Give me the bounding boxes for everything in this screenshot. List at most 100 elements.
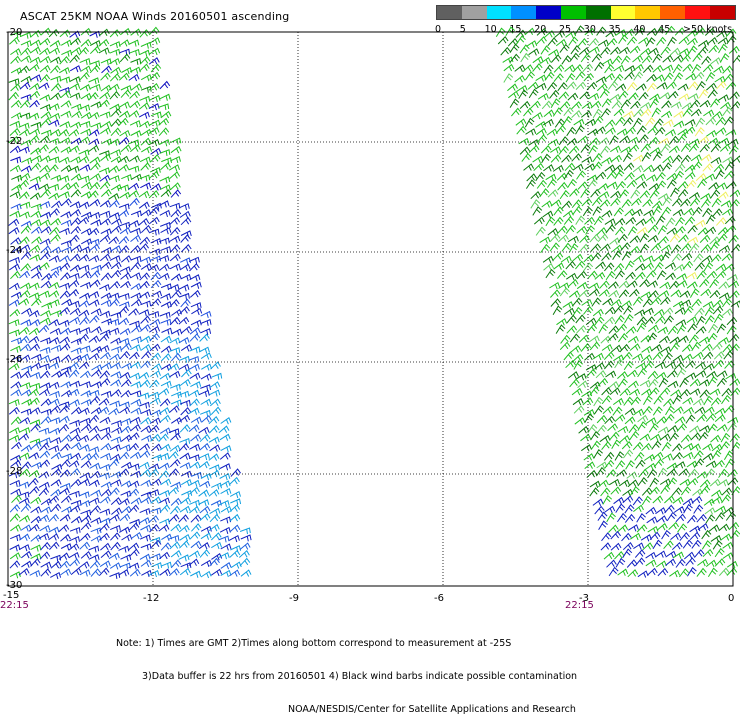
wind-barb	[689, 425, 701, 433]
wind-barb	[614, 314, 625, 325]
wind-barb	[229, 476, 240, 485]
wind-barb	[70, 452, 82, 460]
wind-barb	[70, 499, 82, 507]
wind-barb	[30, 362, 42, 370]
wind-barb	[99, 99, 110, 108]
wind-barb	[620, 99, 631, 109]
wind-barb	[610, 154, 622, 163]
wind-barb	[655, 507, 667, 515]
wind-barb	[636, 316, 648, 326]
wind-barb	[179, 438, 191, 445]
wind-barb	[615, 503, 626, 513]
wind-barb	[591, 197, 603, 207]
wind-barb	[39, 437, 51, 445]
wind-barb	[566, 137, 578, 146]
wind-barb	[657, 326, 669, 334]
wind-barb	[80, 128, 92, 136]
wind-barb	[109, 280, 121, 290]
wind-barb	[59, 67, 70, 75]
wind-barb	[159, 398, 171, 407]
wind-barb	[573, 405, 585, 414]
wind-barb	[100, 442, 112, 451]
wind-barb	[684, 171, 696, 180]
lon-tick--9: -9	[289, 593, 299, 604]
wind-barb	[590, 100, 602, 109]
wind-barb	[119, 350, 131, 360]
wind-barb	[20, 40, 32, 48]
wind-barb	[189, 274, 201, 282]
wind-barb	[614, 358, 624, 369]
wind-barb	[41, 129, 52, 137]
wind-barb	[631, 197, 642, 206]
wind-barb	[661, 251, 671, 262]
wind-barb	[168, 568, 180, 577]
wind-barb	[78, 361, 90, 370]
wind-barb	[88, 299, 100, 307]
wind-barb	[559, 287, 570, 297]
wind-barb	[593, 215, 604, 226]
wind-barb	[9, 256, 20, 264]
wind-barb	[48, 192, 60, 200]
wind-barb	[729, 333, 740, 343]
wind-barb	[168, 428, 180, 436]
wind-barb	[664, 128, 676, 137]
wind-barb	[69, 234, 80, 244]
wind-barb	[683, 305, 694, 315]
wind-barb	[687, 224, 698, 234]
wind-barb	[159, 551, 170, 560]
wind-barb	[648, 136, 660, 146]
wind-barb	[99, 150, 110, 158]
wind-barb	[139, 29, 150, 38]
wind-barb	[158, 489, 170, 497]
wind-barb	[688, 192, 700, 200]
wind-barb	[121, 461, 133, 469]
wind-barb	[685, 557, 696, 567]
wind-barb	[599, 280, 610, 289]
wind-barb	[672, 63, 683, 74]
wind-barb	[671, 487, 682, 497]
wind-barb	[29, 419, 41, 427]
wind-barb	[707, 332, 718, 343]
wind-barb	[715, 505, 727, 513]
wind-barb	[48, 47, 60, 55]
wind-barb	[623, 396, 634, 406]
wind-barb	[611, 100, 623, 109]
wind-barb	[639, 243, 650, 254]
wind-barb	[129, 451, 141, 460]
wind-barb	[609, 135, 619, 145]
wind-barb	[689, 288, 700, 298]
wind-barb	[178, 554, 190, 562]
wind-barb	[80, 423, 92, 432]
wind-barb	[149, 332, 161, 342]
wind-barb	[572, 306, 583, 317]
wind-barb	[31, 236, 43, 244]
wind-barb	[687, 323, 698, 333]
wind-barb	[725, 28, 737, 37]
wind-barb	[100, 292, 112, 300]
wind-barb	[603, 351, 615, 360]
wind-barb	[31, 271, 43, 279]
wind-barb	[51, 200, 62, 209]
wind-barb	[118, 72, 130, 81]
wind-barb	[657, 467, 668, 478]
wind-barb	[59, 76, 71, 84]
wind-barb	[119, 371, 131, 380]
wind-barb	[649, 486, 660, 496]
wind-barb	[90, 433, 101, 441]
wind-barb	[100, 488, 112, 497]
wind-barb	[130, 272, 142, 280]
wind-barb	[691, 298, 702, 308]
wind-barb	[706, 270, 718, 279]
wind-barb	[79, 345, 91, 353]
wind-barb	[38, 144, 49, 153]
wind-barb	[664, 504, 675, 514]
wind-barb	[61, 453, 73, 461]
wind-barb	[712, 540, 723, 550]
wind-barb	[695, 326, 707, 335]
wind-barb	[682, 539, 693, 549]
wind-barb	[621, 198, 632, 209]
wind-barb	[171, 289, 182, 299]
wind-barb	[188, 356, 200, 363]
wind-barb	[550, 289, 561, 298]
wind-barb	[653, 395, 664, 405]
